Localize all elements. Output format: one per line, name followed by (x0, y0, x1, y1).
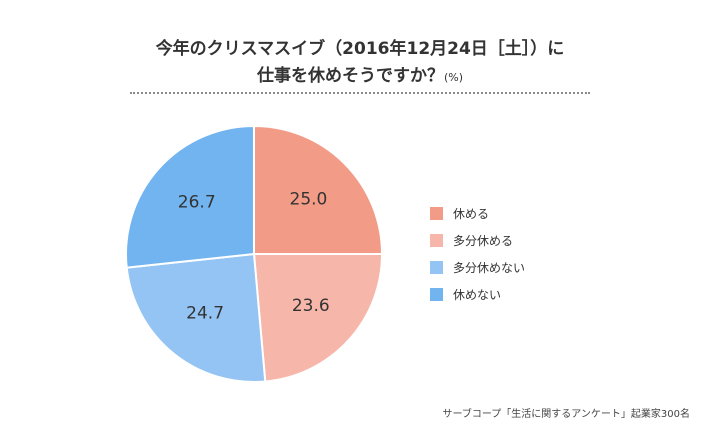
source-note: サーブコープ「生活に関するアンケート」起業家300名 (442, 409, 691, 420)
pie-slice-2 (252, 253, 384, 383)
chart-title-line2-wrap: 仕事を休めそうですか？(%) (0, 63, 720, 91)
chart-legend: 休める多分休める多分休めない 休めない (430, 205, 525, 313)
title-divider (130, 92, 590, 94)
pie-label-4: 26.7 (178, 193, 216, 213)
legend-item-2: 多分休める (430, 232, 525, 248)
chart-title-line2: 仕事を休めそうですか？ (256, 66, 444, 86)
pie-label-3: 24.7 (186, 303, 224, 323)
chart-title: 今年のクリスマスイブ（2016年12月24日［土］）に 仕事を休めそうですか？(… (0, 36, 720, 91)
legend-swatch (430, 260, 443, 274)
legend-item-4: 休めない (430, 286, 525, 302)
legend-swatch (430, 206, 443, 220)
legend-label: 多分休めない (453, 260, 526, 275)
pie-label-1: 25.0 (290, 190, 328, 210)
pie-slice-3 (125, 252, 267, 383)
legend-item-1: 休める (430, 205, 525, 221)
legend-label: 休めない (453, 287, 502, 302)
legend-label: 多分休める (453, 233, 514, 248)
pie-labels: 25.0 23.6 24.7 26.7 (178, 190, 330, 324)
pie-label-2: 23.6 (292, 296, 330, 316)
legend-swatch (430, 287, 443, 301)
legend-item-3: 多分休めない (430, 259, 525, 275)
legend-label: 休める (453, 206, 490, 221)
chart-title-unit: (%) (443, 71, 464, 84)
chart-title-line1: 今年のクリスマスイブ（2016年12月24日［土］）に (155, 39, 565, 59)
legend-swatch (430, 233, 443, 247)
pie-slice-4 (125, 124, 255, 269)
pie-slices (125, 124, 384, 383)
pie-slice-1 (253, 124, 384, 255)
